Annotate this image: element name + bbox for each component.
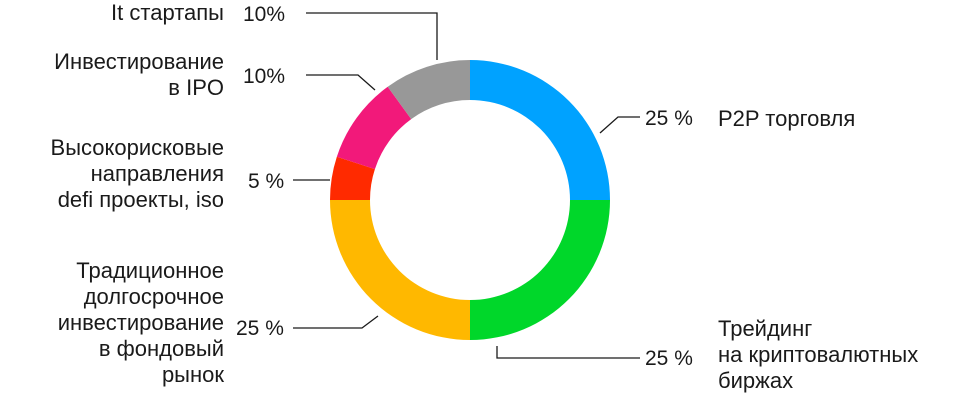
pct-label-p2p: 25 %	[645, 107, 693, 130]
label-it-startups: It стартапы	[111, 0, 224, 25]
leader-it-startups	[306, 12, 438, 60]
leader-ipo	[306, 74, 376, 91]
slice-ipo	[336, 86, 412, 170]
pct-label-high-risk: 5 %	[248, 170, 285, 193]
label-ipo: Инвестирование в IPO	[54, 49, 224, 100]
leader-trading	[496, 346, 640, 359]
donut-slices	[330, 60, 610, 340]
pct-label-traditional: 25 %	[236, 317, 284, 340]
leader-lines	[293, 12, 640, 359]
label-high-risk: Высокорисковые направления defi проекты,…	[50, 135, 224, 212]
slice-high-risk	[330, 156, 375, 200]
label-p2p: P2P торговля	[718, 106, 856, 131]
label-trading: Трейдинг на криптовалютных биржах	[718, 316, 919, 393]
pct-label-trading: 25 %	[645, 347, 693, 370]
pct-label-it-startups: 10%	[243, 3, 286, 26]
leader-p2p	[599, 116, 640, 134]
slice-traditional	[330, 200, 470, 340]
pct-label-ipo: 10%	[243, 65, 286, 88]
leader-traditional	[293, 315, 379, 329]
slice-p2p	[470, 60, 610, 200]
slice-trading	[470, 200, 610, 340]
slice-it-startups	[387, 60, 470, 120]
label-traditional: Традиционное долгосрочное инвестирование…	[57, 258, 224, 387]
